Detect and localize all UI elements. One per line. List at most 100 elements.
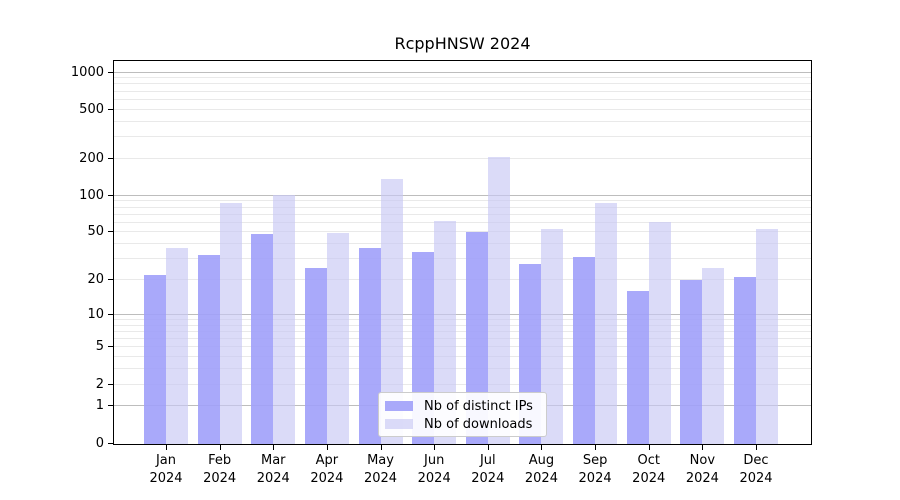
bar-downloads-feb xyxy=(219,202,242,444)
x-tick-month: Feb xyxy=(208,453,232,468)
x-tick-year: 2024 xyxy=(685,471,719,486)
x-tick-year: 2024 xyxy=(256,471,290,486)
y-tick-label: 0 xyxy=(95,435,104,451)
bar-downloads-sep xyxy=(595,202,618,444)
x-tick-year: 2024 xyxy=(310,471,344,486)
x-tick-year: 2024 xyxy=(578,471,612,486)
gridline-minor xyxy=(114,221,811,223)
gridline-minor xyxy=(114,77,811,79)
x-tick xyxy=(434,445,436,450)
bar-ips-sep xyxy=(573,256,596,444)
gridline-major xyxy=(114,71,811,73)
x-tick-month: Jan xyxy=(155,453,177,468)
legend: Nb of distinct IPs Nb of downloads xyxy=(378,392,547,437)
y-tick-label: 50 xyxy=(87,224,104,240)
x-tick-year: 2024 xyxy=(203,471,237,486)
x-tick-month: Dec xyxy=(743,453,769,468)
bar-downloads-jan xyxy=(166,247,188,444)
plot-area xyxy=(113,60,812,445)
x-tick-month: Mar xyxy=(261,453,286,468)
y-tick xyxy=(108,279,113,280)
x-tick-label: Dec 2024 xyxy=(724,452,788,488)
legend-swatch xyxy=(385,401,413,411)
x-tick-label: Feb 2024 xyxy=(188,452,252,488)
y-tick-label: 2 xyxy=(95,376,104,392)
x-tick-year: 2024 xyxy=(471,471,505,486)
legend-label: Nb of distinct IPs xyxy=(424,398,533,414)
bar-downloads-jun xyxy=(434,220,457,444)
x-tick xyxy=(219,445,221,450)
legend-row: Nb of distinct IPs xyxy=(385,397,546,415)
bar-ips-nov xyxy=(680,279,703,444)
bar-ips-apr xyxy=(304,268,327,444)
bar-ips-feb xyxy=(197,255,220,444)
x-tick-label: Nov 2024 xyxy=(670,452,734,488)
y-tick-label: 20 xyxy=(87,272,104,287)
x-tick-month: May xyxy=(367,453,394,468)
y-tick xyxy=(108,383,113,385)
x-tick xyxy=(648,445,650,450)
bar-downloads-aug xyxy=(541,228,564,444)
x-tick xyxy=(595,445,597,450)
y-tick xyxy=(108,231,113,233)
x-tick-label: Oct 2024 xyxy=(617,452,681,488)
bar-downloads-mar xyxy=(273,195,296,444)
x-tick-year: 2024 xyxy=(524,471,558,486)
x-tick-month: Aug xyxy=(528,453,555,468)
x-tick xyxy=(487,445,489,450)
y-tick-label: 5 xyxy=(95,339,104,355)
x-tick-label: Aug 2024 xyxy=(509,452,573,488)
gridline-minor xyxy=(114,324,811,326)
bar-downloads-apr xyxy=(326,232,349,444)
gridline-minor xyxy=(114,368,811,370)
bar-downloads-may xyxy=(380,178,403,444)
y-tick xyxy=(108,157,113,159)
bar-downloads-oct xyxy=(648,222,671,444)
x-tick-label: Apr 2024 xyxy=(295,452,359,488)
x-tick xyxy=(755,445,757,450)
x-tick-label: Jan 2024 xyxy=(134,452,198,488)
bar-downloads-dec xyxy=(755,228,778,444)
x-tick xyxy=(166,445,167,450)
x-tick-label: Jul 2024 xyxy=(456,452,520,488)
y-tick-label: 100 xyxy=(79,187,104,203)
y-tick xyxy=(108,405,113,407)
bar-downloads-jul xyxy=(487,156,510,444)
x-tick-month: Nov xyxy=(689,453,716,468)
gridline-minor xyxy=(114,98,811,100)
y-tick xyxy=(108,194,113,196)
legend-row: Nb of downloads xyxy=(385,415,546,433)
y-tick xyxy=(108,442,113,444)
gridline-minor xyxy=(114,356,811,358)
x-tick-label: Sep 2024 xyxy=(563,452,627,488)
y-tick-label: 200 xyxy=(79,150,104,166)
x-tick xyxy=(541,445,543,450)
x-tick-month: Jul xyxy=(479,453,496,468)
x-tick-year: 2024 xyxy=(417,471,451,486)
gridline-minor xyxy=(114,338,811,339)
chart-title: RcppHNSW 2024 xyxy=(394,34,531,53)
bar-ips-oct xyxy=(626,290,649,444)
gridline-minor xyxy=(114,243,811,245)
y-tick xyxy=(108,108,113,110)
x-tick-label: Jun 2024 xyxy=(402,452,466,488)
gridline-minor xyxy=(114,90,811,92)
gridline-major xyxy=(114,313,811,315)
y-tick-label: 10 xyxy=(87,306,104,322)
gridline-minor xyxy=(114,318,811,320)
y-tick-label: 1000 xyxy=(70,64,104,80)
legend-label: Nb of downloads xyxy=(424,416,533,432)
x-tick xyxy=(702,445,704,450)
bar-downloads-nov xyxy=(702,268,725,444)
y-tick xyxy=(108,313,113,315)
bar-ips-jul xyxy=(465,231,488,444)
gridline-minor xyxy=(114,120,811,122)
gridline-minor xyxy=(114,108,811,110)
y-tick xyxy=(108,71,113,73)
gridline-minor xyxy=(114,213,811,215)
x-tick-month: Apr xyxy=(315,453,339,468)
gridline-minor xyxy=(114,206,811,208)
gridline-minor xyxy=(114,200,811,202)
gridline-major xyxy=(114,194,811,196)
